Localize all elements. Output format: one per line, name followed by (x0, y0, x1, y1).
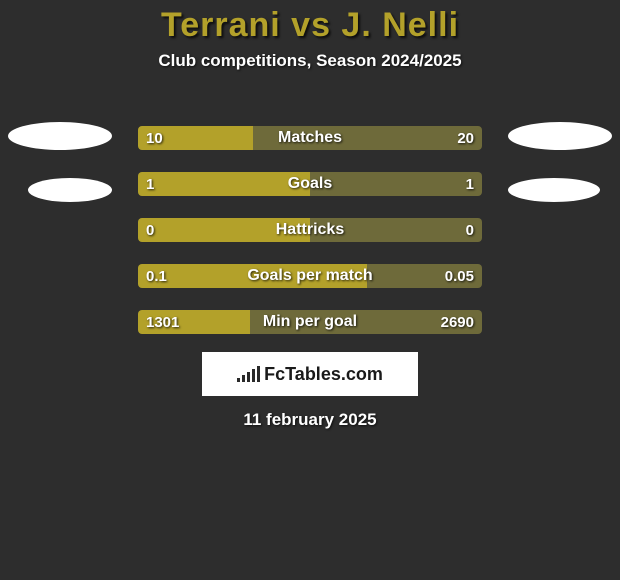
decorative-oval (8, 122, 112, 150)
brand-box: FcTables.com (202, 352, 418, 396)
stat-row: 1020Matches (138, 126, 482, 150)
stat-row: 13012690Min per goal (138, 310, 482, 334)
stat-row: 0.10.05Goals per match (138, 264, 482, 288)
stat-label: Min per goal (138, 310, 482, 334)
decorative-oval (28, 178, 112, 202)
stat-label: Goals (138, 172, 482, 196)
stat-label: Matches (138, 126, 482, 150)
decorative-oval (508, 178, 600, 202)
brand-text: FcTables.com (264, 364, 383, 385)
decorative-oval (508, 122, 612, 150)
date-stamp: 11 february 2025 (0, 410, 620, 430)
stat-label: Hattricks (138, 218, 482, 242)
bars-icon (237, 366, 260, 382)
comparison-bars: 1020Matches 11Goals 00Hattricks 0.10.05Goal… (138, 126, 482, 334)
stat-label: Goals per match (138, 264, 482, 288)
stage: Terrani vs J. Nelli Club competitions, S… (0, 0, 620, 580)
stat-row: 11Goals (138, 172, 482, 196)
page-title: Terrani vs J. Nelli (0, 0, 620, 45)
page-subtitle: Club competitions, Season 2024/2025 (0, 51, 620, 71)
stat-row: 00Hattricks (138, 218, 482, 242)
